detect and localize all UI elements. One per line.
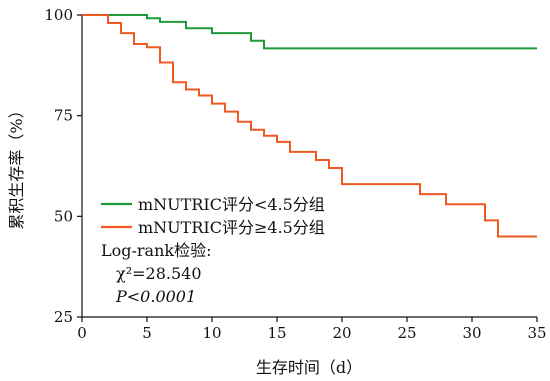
legend-label-low: mNUTRIC评分<4.5分组: [138, 195, 325, 214]
y-axis-title: 累积生存率（%）: [7, 102, 26, 229]
axes: [81, 15, 537, 318]
p-value: P<0.0001: [115, 287, 196, 306]
x-tick-label: 25: [397, 324, 416, 342]
survival-line-low-risk: [82, 14, 537, 50]
y-tick-label: 25: [54, 308, 73, 326]
x-tick-label: 10: [202, 324, 221, 342]
x-axis-title: 生存时间（d）: [256, 358, 362, 377]
y-tick-label: 75: [54, 107, 73, 125]
legend-label-high: mNUTRIC评分≥4.5分组: [138, 218, 325, 237]
x-tick-label: 0: [77, 324, 87, 342]
x-tick-label: 30: [462, 324, 481, 342]
chi-square-value: χ²=28.540: [116, 264, 202, 283]
survival-line-high-risk: [82, 14, 537, 238]
logrank-label: Log-rank检验:: [101, 241, 212, 260]
x-tick-label: 20: [332, 324, 351, 342]
stats-note: Log-rank检验: χ²=28.540 P<0.0001: [101, 241, 212, 306]
x-tick-label: 5: [142, 324, 152, 342]
series-layer: [82, 14, 537, 238]
ticks: 0 5 10 15 20 25 30 35 25 50 75 100: [44, 6, 546, 342]
y-tick-label: 50: [54, 207, 73, 225]
x-tick-label: 15: [267, 324, 286, 342]
legend: mNUTRIC评分<4.5分组 mNUTRIC评分≥4.5分组: [101, 195, 325, 237]
x-tick-label: 35: [527, 324, 546, 342]
y-tick-label: 100: [44, 6, 73, 24]
